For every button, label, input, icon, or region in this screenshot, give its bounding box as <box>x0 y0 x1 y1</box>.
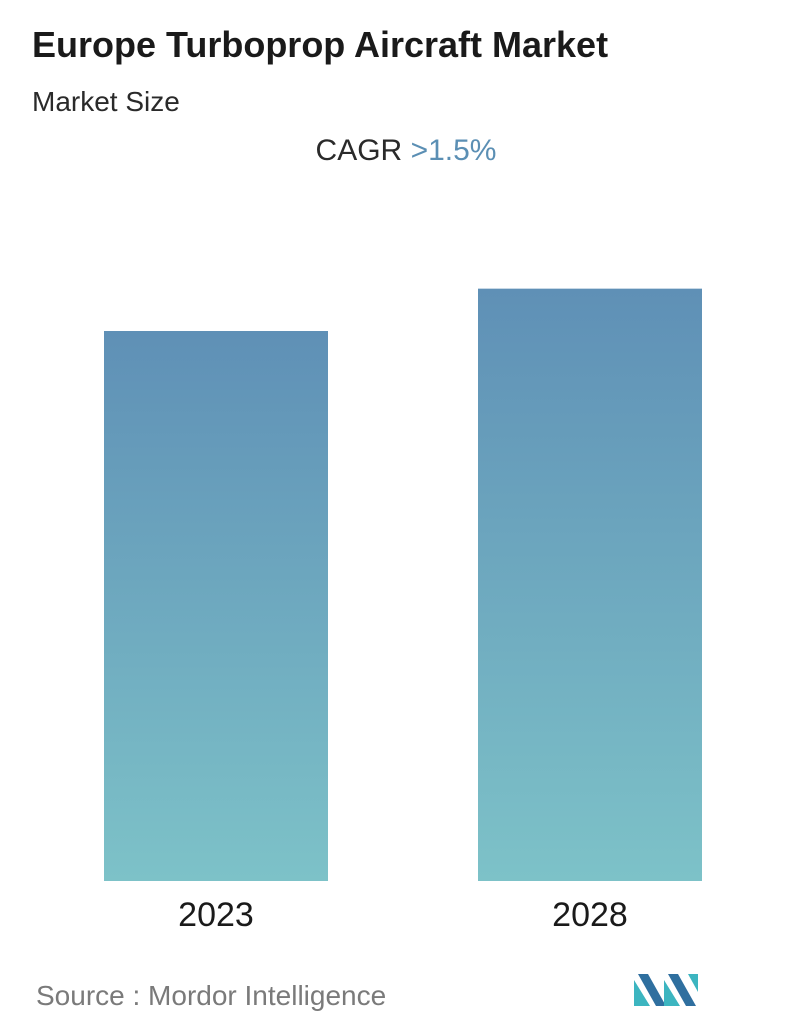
mordor-intelligence-logo-icon <box>634 974 698 1006</box>
category-label-group: 2023 2028 <box>178 896 628 934</box>
bar-group <box>104 288 702 881</box>
chart-title: Europe Turboprop Aircraft Market <box>32 24 609 65</box>
bar-2028 <box>478 288 702 881</box>
source-note: Source : Mordor Intelligence <box>36 980 387 1011</box>
bar-chart: 2023 2028 <box>104 288 702 934</box>
bar-2023 <box>104 331 328 881</box>
cagr-label: CAGR <box>315 134 403 167</box>
category-label-2023: 2023 <box>178 896 254 934</box>
category-label-2028: 2028 <box>552 896 628 934</box>
cagr-indicator: CAGR >1.5% <box>0 134 796 168</box>
chart-subtitle: Market Size <box>32 86 180 117</box>
cagr-value: >1.5% <box>410 134 497 167</box>
